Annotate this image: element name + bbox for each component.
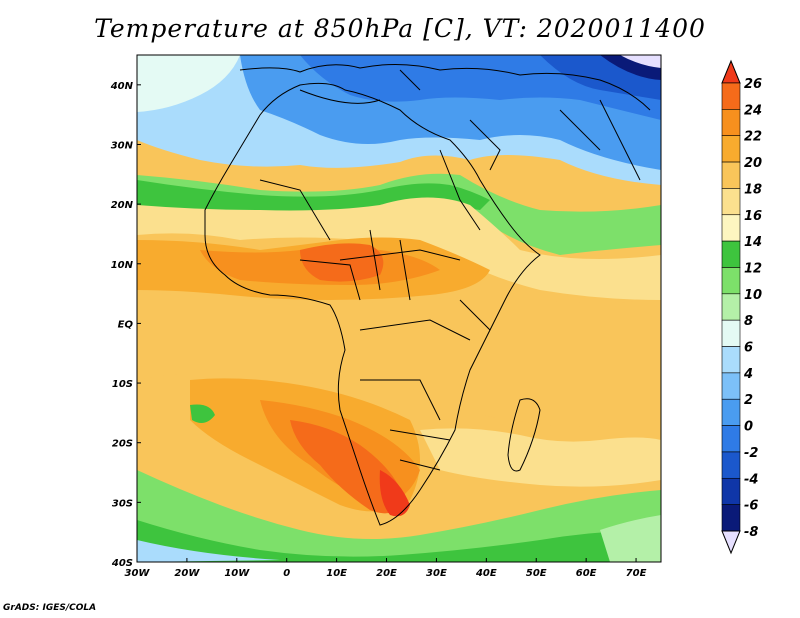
lon-label: 0 xyxy=(283,568,290,579)
lat-label: 30N xyxy=(111,140,134,151)
colorbar-label: 22 xyxy=(744,130,762,145)
colorbar-label: 2 xyxy=(744,393,753,408)
lon-label: 20E xyxy=(376,568,397,579)
lat-label: 40S xyxy=(111,558,133,569)
lat-label: 40N xyxy=(110,81,134,92)
lat-label: 30S xyxy=(112,498,133,509)
colorbar-segment xyxy=(721,188,741,216)
latitude-labels: 40N 30N 20N 10N EQ 10S 20S 30S 40S xyxy=(110,81,141,569)
colorbar-segment xyxy=(721,214,741,242)
colorbar-segment xyxy=(721,109,741,137)
colorbar-label: 6 xyxy=(744,341,753,356)
lon-label: 10E xyxy=(326,568,347,579)
colorbar-segment xyxy=(721,346,741,374)
colorbar-segment xyxy=(721,267,741,295)
colorbar-segment xyxy=(721,372,741,400)
colorbar-label: 12 xyxy=(744,261,762,276)
lon-label: 50E xyxy=(526,568,547,579)
colorbar-label: -8 xyxy=(744,525,758,540)
colorbar-segment xyxy=(721,425,741,453)
lon-label: 30W xyxy=(125,568,151,579)
colorbar-label: 16 xyxy=(744,209,762,224)
colorbar-label: 18 xyxy=(744,182,762,197)
colorbar-label: -2 xyxy=(744,446,758,461)
colorbar-label: 14 xyxy=(744,235,762,250)
colorbar-min-triangle xyxy=(721,530,741,555)
map-frame xyxy=(136,54,662,563)
colorbar-segment xyxy=(721,293,741,321)
lon-label: 20W xyxy=(174,568,200,579)
colorbar-segment xyxy=(721,135,741,163)
lat-label: EQ xyxy=(118,319,134,330)
colorbar-segment xyxy=(721,451,741,479)
credit-text: GrADS: IGES/COLA xyxy=(3,603,97,613)
colorbar-label: 10 xyxy=(744,288,762,303)
lat-label: 20S xyxy=(112,439,133,450)
colorbar-label: -4 xyxy=(744,472,758,487)
colorbar-label: 4 xyxy=(743,367,753,382)
longitude-labels: 30W 20W 10W 0 10E 20E 30E 40E 50E 60E 70E xyxy=(125,558,647,579)
colorbar-max-triangle xyxy=(721,59,741,84)
lat-label: 10N xyxy=(111,260,134,271)
colorbar-label: 26 xyxy=(744,77,762,92)
coastlines xyxy=(204,63,651,526)
colorbar-label: 24 xyxy=(744,103,762,118)
colorbar-segment xyxy=(721,477,741,505)
chart-title: Temperature at 850hPa [C], VT: 202001140… xyxy=(94,14,706,43)
colorbar-segment xyxy=(721,319,741,347)
temperature-field xyxy=(137,55,661,562)
colorbar-label: 20 xyxy=(744,156,762,171)
lon-label: 40E xyxy=(475,568,497,579)
lon-label: 10W xyxy=(224,568,250,579)
colorbar-segment xyxy=(721,240,741,268)
colorbar-segment xyxy=(721,161,741,189)
lon-label: 30E xyxy=(426,568,447,579)
map-plot xyxy=(136,54,662,563)
lon-label: 60E xyxy=(576,568,597,579)
lon-label: 70E xyxy=(626,568,647,579)
colorbar-segment xyxy=(721,82,741,110)
lat-label: 10S xyxy=(112,379,133,390)
colorbar-label: 0 xyxy=(744,420,753,435)
colorbar-segment xyxy=(721,398,741,426)
colorbar-label: -6 xyxy=(744,499,758,514)
colorbar-label: 8 xyxy=(744,314,753,329)
lat-label: 20N xyxy=(111,200,134,211)
colorbar-segment xyxy=(721,504,741,532)
